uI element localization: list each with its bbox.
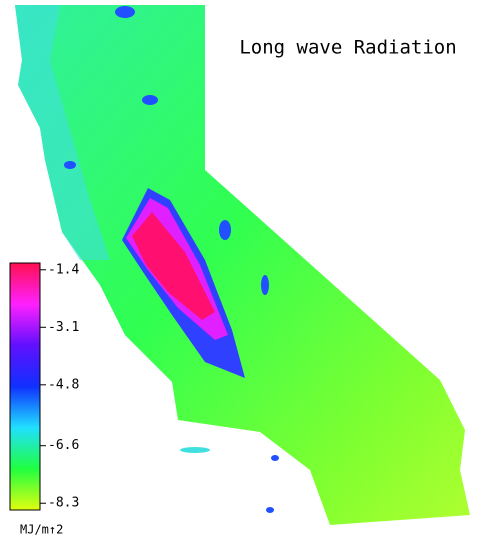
colorbar-label: MJ/m↑2 — [20, 523, 63, 537]
patch — [261, 275, 269, 295]
island — [271, 455, 279, 461]
island — [180, 447, 210, 453]
patch — [219, 220, 231, 240]
colorbar-tick-label: -8.3 — [48, 496, 79, 511]
patch — [64, 161, 76, 169]
colorbar: -1.4 -3.1 -4.8 -6.6 -8.3 — [9, 262, 79, 511]
california-map — [15, 5, 470, 525]
patch — [115, 6, 135, 18]
colorbar-tick-label: -6.6 — [48, 438, 79, 453]
state-shape — [15, 5, 470, 525]
colorbar-tick-label: -1.4 — [48, 262, 79, 277]
colorbar-scale — [9, 262, 41, 511]
valley-pink — [132, 212, 215, 320]
map-title: Long wave Radiation — [239, 37, 456, 59]
patch — [142, 95, 158, 105]
island — [266, 507, 274, 513]
coast-cool-band — [15, 5, 110, 260]
colorbar-tick-label: -4.8 — [48, 377, 79, 392]
colorbar-tick-label: -3.1 — [48, 320, 79, 335]
cool-patches — [64, 6, 279, 513]
